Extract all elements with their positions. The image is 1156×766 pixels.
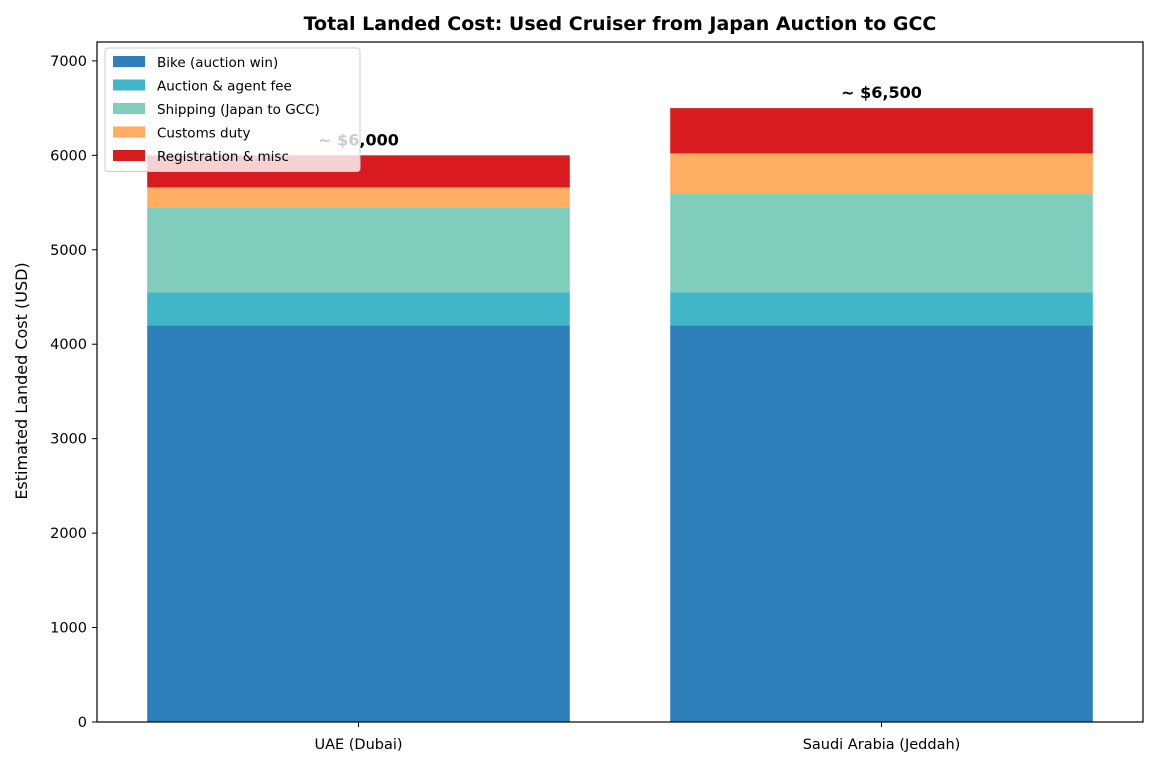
legend: Bike (auction win) Auction & agent fee Shi… xyxy=(104,47,361,172)
legend-swatch xyxy=(113,56,145,67)
legend-swatch xyxy=(113,150,145,161)
bar-segment-1-cat-2 xyxy=(670,325,1093,722)
bar-segment-1-cat-1 xyxy=(147,325,570,722)
legend-swatch xyxy=(113,103,145,114)
x-tick-label: Saudi Arabia (Jeddah) xyxy=(803,737,961,753)
legend-box xyxy=(104,47,361,172)
y-tick-label: 4000 xyxy=(50,337,87,353)
bar-segment-2-cat-1 xyxy=(147,292,570,326)
bar-segment-4-cat-1 xyxy=(147,187,570,208)
legend-label: Registration & misc xyxy=(157,149,289,165)
legend-label: Auction & agent fee xyxy=(157,79,292,95)
y-tick-label: 6000 xyxy=(50,148,87,164)
bar-segment-4-cat-2 xyxy=(670,153,1093,194)
y-tick-label: 2000 xyxy=(50,526,87,542)
bar-segment-2-cat-2 xyxy=(670,292,1093,326)
y-axis-label: Estimated Landed Cost (USD) xyxy=(12,262,31,499)
y-tick-label: 5000 xyxy=(50,243,87,259)
legend-label: Customs duty xyxy=(157,126,250,142)
bar-segment-3-cat-2 xyxy=(670,193,1093,293)
y-tick-label: 3000 xyxy=(50,432,87,448)
legend-label: Bike (auction win) xyxy=(157,55,278,71)
chart-title: Total Landed Cost: Used Cruiser from Jap… xyxy=(304,13,937,35)
legend-swatch xyxy=(113,79,145,91)
plot-frame xyxy=(96,41,1144,723)
total-label: ~ $6,500 xyxy=(841,83,922,102)
y-tick-label: 1000 xyxy=(50,621,87,637)
bar-segment-5-cat-2 xyxy=(670,108,1093,154)
legend-label: Shipping (Japan to GCC) xyxy=(157,102,320,118)
bar-segment-3-cat-1 xyxy=(147,207,570,293)
y-tick-label: 0 xyxy=(78,715,87,731)
ticks-layer: UAE (Dubai) Saudi Arabia (Jeddah) 0 1000 200… xyxy=(50,54,960,753)
x-tick-label: UAE (Dubai) xyxy=(314,737,402,753)
y-tick-label: 7000 xyxy=(50,54,87,70)
legend-swatch xyxy=(113,126,145,138)
bars-layer xyxy=(147,108,1093,722)
